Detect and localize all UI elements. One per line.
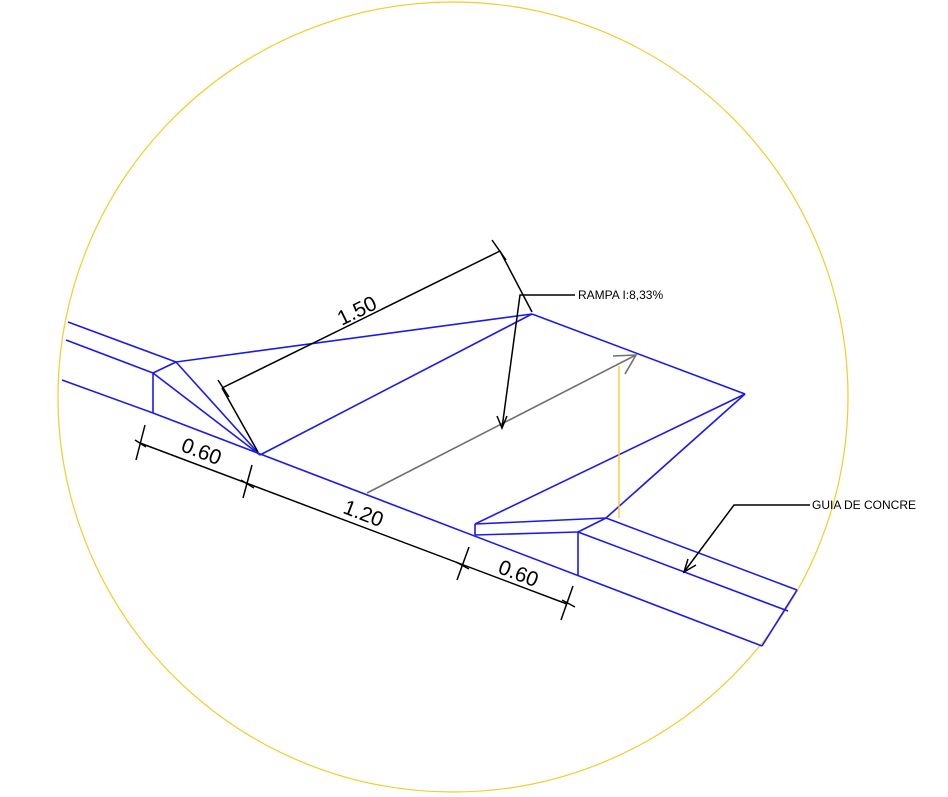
tick-right xyxy=(491,239,507,261)
chain-extension-2 xyxy=(242,464,253,499)
extension-line-left xyxy=(221,387,259,453)
chain-extension-3 xyxy=(456,546,470,581)
right-sidewalk-top-edge xyxy=(605,517,798,591)
curb-leader-arrow xyxy=(682,558,697,574)
right-wing-top xyxy=(474,517,607,525)
left-sidewalk-mid-edge xyxy=(65,339,154,374)
tick-left xyxy=(217,379,230,398)
ramp-note-leader xyxy=(496,294,575,430)
right-sidewalk-end xyxy=(761,589,798,647)
ramp-leader-arrow xyxy=(496,415,508,430)
ramp-inner-slope-edge xyxy=(474,393,746,525)
dimension-ramp-length xyxy=(217,239,533,453)
detail-circle xyxy=(57,1,849,793)
right-wing-diagonal xyxy=(577,517,607,533)
left-sidewalk-bottom-edge xyxy=(61,379,154,414)
dimension-curb-chain xyxy=(134,424,576,621)
dimension-line-1-50 xyxy=(221,250,501,389)
ramp-geometry xyxy=(61,313,798,647)
dimension-chain-line xyxy=(139,442,568,605)
right-wing-mid xyxy=(474,531,579,536)
dimension-label-right-wing: 0.60 xyxy=(495,556,541,592)
dimension-label-1-50: 1.50 xyxy=(334,292,381,331)
curb-note-leader xyxy=(682,504,810,574)
chain-tick-2 xyxy=(240,479,255,489)
chain-tick-4 xyxy=(561,599,576,608)
chain-tick-1 xyxy=(134,439,147,448)
ramp-leader-line xyxy=(501,294,575,429)
curb-front-line xyxy=(152,412,763,647)
curb-note: GUIA DE CONCRE xyxy=(812,498,916,512)
slope-arrow xyxy=(366,354,638,494)
left-wing-top xyxy=(152,361,177,374)
chain-extension-1 xyxy=(135,424,146,461)
left-wing-lower-diagonal xyxy=(152,372,261,456)
ramp-slope-note: RAMPA I:8,33% xyxy=(578,288,663,302)
slope-arrow-head xyxy=(612,354,638,375)
ramp-top-edge xyxy=(531,313,746,395)
dimension-label-left-wing: 0.60 xyxy=(178,434,224,470)
left-sidewalk-top-edge xyxy=(67,321,177,363)
right-sidewalk-mid-edge xyxy=(577,531,789,612)
slope-arrow-shaft xyxy=(366,354,637,494)
extension-line-right xyxy=(499,250,533,313)
ramp-right-slope-edge xyxy=(605,393,746,519)
curb-leader-line xyxy=(683,504,810,573)
chain-tick-3 xyxy=(455,561,470,570)
left-wing-diagonal xyxy=(175,361,261,456)
ramp-back-left-edge xyxy=(175,313,533,363)
ramp-left-slope-edge xyxy=(259,313,533,456)
